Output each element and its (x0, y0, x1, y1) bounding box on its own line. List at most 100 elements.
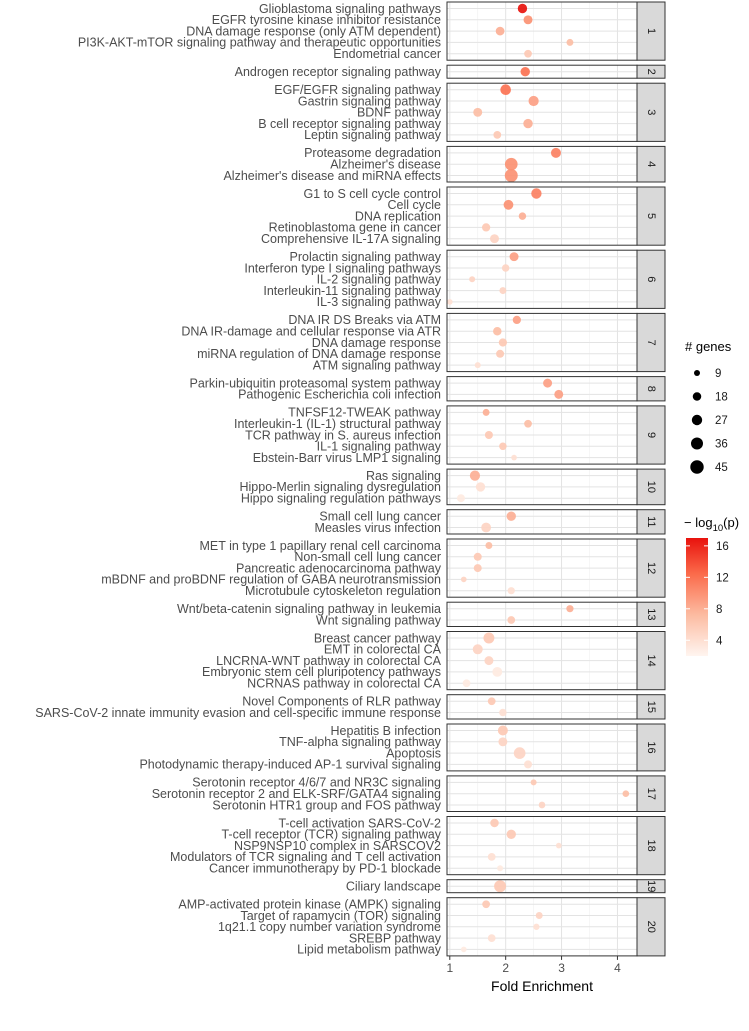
enrichment-point (482, 408, 490, 416)
term-label: Ebstein-Barr virus LMP1 signaling (253, 451, 441, 465)
panel-background (447, 376, 637, 401)
term-label: Parkin-ubiquitin proteasomal system path… (189, 376, 441, 390)
term-label: Retinoblastoma gene in cancer (269, 221, 441, 235)
term-label: Photodynamic therapy-induced AP-1 surviv… (139, 758, 441, 772)
enrichment-point (506, 511, 516, 521)
term-label: Pancreatic adenocarcinoma pathway (236, 561, 442, 575)
term-label: Glioblastoma signaling pathways (259, 2, 441, 16)
enrichment-point (500, 84, 511, 95)
facet-strip (636, 312, 666, 373)
x-tick-label: 1 (446, 961, 453, 975)
facet-strip-label: 16 (645, 741, 657, 753)
enrichment-point (566, 605, 574, 613)
term-label: T-cell receptor (TCR) signaling pathway (221, 828, 441, 842)
enrichment-point (483, 632, 495, 644)
term-label: Prolactin signaling pathway (290, 250, 442, 264)
facet-strip (636, 405, 666, 465)
enrichment-point (501, 264, 510, 272)
color-legend-label: 4 (716, 635, 723, 647)
facet-strip-label: 10 (645, 481, 657, 493)
facet-panel: Serotonin receptor 4/6/7 and NR3C signal… (152, 775, 666, 812)
term-label: DNA damage response (only ATM dependent) (186, 24, 441, 38)
facet-strip-label: 4 (645, 161, 657, 167)
enrichment-point (504, 169, 518, 182)
enrichment-point (543, 378, 553, 388)
term-label: IL-3 signaling pathway (317, 295, 442, 309)
color-legend-title-suffix: (p) (723, 515, 739, 530)
term-label: TCR pathway in S. aureus infection (245, 428, 441, 442)
enrichment-point (523, 15, 533, 25)
x-tick-label: 3 (558, 961, 565, 975)
enrichment-point (462, 679, 471, 688)
facet-strip-label: 18 (645, 839, 657, 851)
facet-panel: Ciliary landscape 19 (346, 879, 666, 894)
facet-strip-label: 11 (645, 516, 657, 527)
enrichment-point (524, 419, 532, 428)
enrichment-point (490, 818, 499, 828)
panel-background (447, 602, 637, 627)
enrichment-point (498, 338, 508, 347)
enrichment-point (531, 188, 542, 199)
enrichment-point (493, 131, 502, 139)
enrichment-point (475, 482, 486, 492)
facet-strip (636, 468, 666, 506)
term-label: Ras signaling (366, 469, 441, 483)
enrichment-point (507, 587, 515, 595)
enrichment-point (520, 67, 530, 77)
enrichment-point (499, 442, 507, 451)
term-label: Serotonin receptor 4/6/7 and NR3C signal… (192, 776, 441, 790)
term-label: T-cell activation SARS-CoV-2 (278, 816, 441, 830)
facet-panel: Wnt/beta-catenin signaling pathway in le… (177, 601, 666, 628)
enrichment-point (555, 842, 562, 849)
panel-background (447, 509, 637, 534)
term-label: Proteasome degradation (304, 146, 441, 160)
enrichment-point (524, 760, 533, 769)
facet-strip-label: 15 (645, 701, 657, 713)
term-label: Small cell lung cancer (319, 510, 441, 524)
term-label: Serotonin HTR1 group and FOS pathway (212, 798, 441, 812)
enrichment-point (481, 522, 492, 533)
term-label: EGF/EGFR signaling pathway (274, 83, 441, 97)
enrichment-point (496, 349, 505, 358)
facet-strip-label: 20 (645, 921, 657, 933)
facet-strip (636, 897, 666, 957)
size-legend-label: 18 (715, 392, 728, 404)
term-label: BDNF pathway (357, 106, 442, 120)
enrichment-point (506, 829, 516, 839)
term-label: Interleukin-1 (IL-1) structural pathway (234, 417, 442, 431)
term-label: ATM signaling pathway (313, 358, 442, 372)
enrichment-point (485, 542, 493, 549)
enrichment-point (504, 157, 518, 171)
facet-strip-label: 17 (645, 788, 657, 800)
enrichment-point (487, 853, 496, 861)
term-label: DNA replication (355, 209, 441, 223)
enrichment-point (460, 576, 467, 583)
facet-strip-label: 12 (645, 562, 657, 574)
enrichment-point (497, 865, 504, 872)
term-label: Interferon type I signaling pathways (244, 261, 441, 275)
facet-strip (636, 538, 666, 598)
facet-strip (636, 1, 666, 61)
size-legend-label: 45 (715, 462, 728, 474)
facet-strip-label: 5 (645, 213, 657, 219)
enrichment-point (530, 779, 537, 786)
color-legend-label: 12 (716, 572, 729, 584)
facet-panel: T-cell activation SARS-CoV-2T-cell recep… (170, 816, 666, 876)
enrichment-point (509, 252, 519, 262)
enrichment-point (538, 801, 546, 809)
facet-strip (636, 601, 666, 628)
term-label: Hepatitis B infection (331, 724, 442, 738)
term-label: Lipid metabolism pathway (297, 943, 442, 957)
enrichment-point (474, 362, 481, 369)
term-label: B cell receptor signaling pathway (258, 117, 441, 131)
size-legend-title: # genes (685, 339, 732, 354)
x-axis: 1 2 3 4 (446, 955, 621, 975)
color-legend-title-sub: 10 (713, 523, 724, 534)
size-legend-label: 27 (715, 415, 728, 427)
